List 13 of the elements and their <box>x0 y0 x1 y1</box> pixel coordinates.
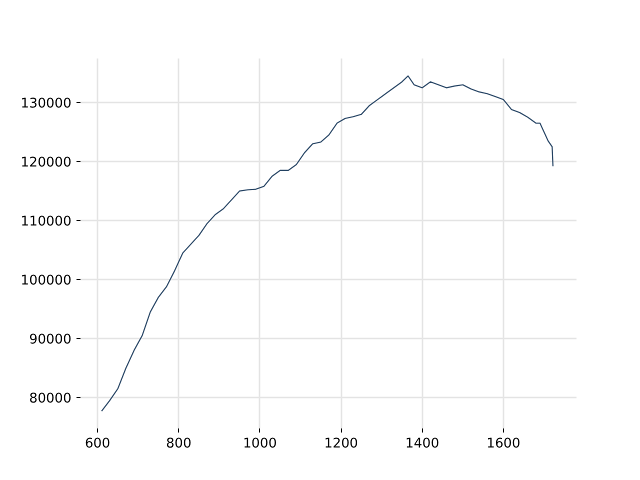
line-series <box>101 75 554 412</box>
y-tick-label: 90000 <box>29 332 72 348</box>
x-tick-label: 1000 <box>242 436 277 452</box>
y-tick-label: 110000 <box>20 214 72 230</box>
x-tick-label: 1400 <box>405 436 440 452</box>
x-tick-label: 1600 <box>486 436 520 452</box>
x-tick-label: 800 <box>166 436 192 452</box>
y-tick-label: 120000 <box>20 156 72 171</box>
y-tick-label: 100000 <box>20 274 72 289</box>
x-tick-label: 600 <box>84 436 110 452</box>
x-tick-label: 1200 <box>324 436 358 452</box>
y-tick-label: 130000 <box>20 96 72 112</box>
y-tick-label: 80000 <box>29 392 72 407</box>
